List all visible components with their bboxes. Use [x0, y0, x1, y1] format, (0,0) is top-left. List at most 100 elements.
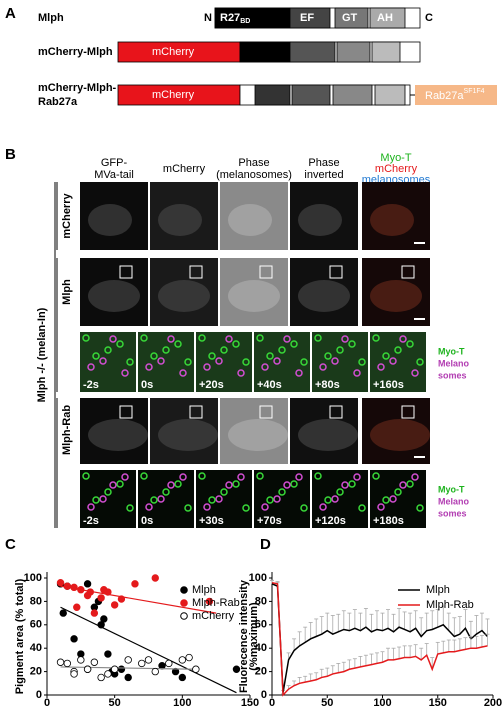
- error-bar: [424, 643, 429, 656]
- data-point: [56, 658, 65, 666]
- vesicle: [99, 357, 107, 365]
- error-bar: [391, 613, 396, 632]
- error-bar: [374, 652, 379, 664]
- roi-box: [119, 265, 133, 279]
- roi-box: [259, 265, 273, 279]
- data-point: [90, 609, 99, 617]
- vesicle: [411, 369, 419, 377]
- vesicle: [126, 504, 134, 512]
- data-point: [138, 659, 146, 668]
- error-bar: [369, 613, 374, 632]
- vesicle: [256, 472, 264, 480]
- vesicle: [242, 504, 250, 512]
- vesicle: [358, 358, 366, 366]
- vesicle: [198, 334, 206, 342]
- x-tick-label: 50: [109, 697, 121, 707]
- error-bar: [303, 626, 308, 643]
- data-point: [97, 621, 105, 629]
- vesicle: [406, 480, 414, 488]
- vesicle: [225, 481, 233, 489]
- error-bar: [380, 651, 385, 663]
- error-bar: [314, 672, 319, 680]
- vesicle: [242, 358, 250, 366]
- x-tick-label: 150: [241, 697, 259, 707]
- domain-box: [291, 84, 331, 106]
- roi-box: [401, 405, 415, 419]
- panel-label: A: [5, 5, 16, 22]
- construct-name: Rab27a: [38, 96, 78, 108]
- data-point: [151, 667, 159, 676]
- vesicle: [109, 481, 117, 489]
- group-label: Mlph -/- (melan-In): [36, 307, 48, 402]
- construct-name: mCherry-Mlph: [38, 46, 113, 58]
- data-point: [110, 665, 119, 673]
- vesicle: [203, 503, 211, 511]
- fusion-sup: SF1F4: [464, 88, 485, 95]
- y-tick-label: 20: [30, 666, 42, 678]
- timelapse-legend: somes: [438, 508, 467, 518]
- y-tick-label: 80: [30, 595, 42, 607]
- error-bar: [297, 631, 302, 646]
- legend-label: Mlph: [426, 584, 450, 596]
- timestamp: +20s: [199, 379, 224, 391]
- vesicle: [220, 488, 228, 496]
- data-point: [83, 580, 92, 588]
- domain-box: [254, 84, 291, 106]
- vesicle: [104, 488, 112, 496]
- timelapse-legend: Melano: [438, 496, 470, 506]
- vesicle: [278, 346, 286, 354]
- error-bar: [358, 612, 363, 631]
- error-bar: [325, 667, 330, 677]
- vesicle: [157, 357, 165, 365]
- timelapse-legend: Myo-T: [438, 346, 465, 356]
- vesicle: [237, 369, 245, 377]
- vesicle: [314, 334, 322, 342]
- domain-box: [371, 41, 401, 63]
- vesicle: [266, 496, 274, 504]
- domain-box: [334, 7, 369, 29]
- vesicle: [377, 363, 385, 371]
- error-bar: [369, 653, 374, 665]
- column-header: inverted: [304, 169, 343, 181]
- domain-label: GT: [342, 12, 358, 24]
- legend-label: mCherry: [192, 610, 235, 622]
- domain-sub: BD: [240, 18, 250, 25]
- vesicle: [87, 503, 95, 511]
- x-tick-label: 0: [269, 697, 275, 707]
- data-point: [178, 673, 187, 682]
- vesicle: [314, 472, 322, 480]
- vesicle: [416, 504, 424, 512]
- vesicle: [389, 357, 397, 365]
- column-header: Phase: [238, 157, 269, 169]
- data-point: [192, 665, 200, 673]
- y-tick-label: 40: [30, 642, 42, 654]
- data-point: [144, 656, 153, 664]
- vesicle: [167, 335, 175, 343]
- x-tick-label: 150: [429, 697, 447, 707]
- error-bar: [347, 612, 352, 631]
- error-bar: [347, 659, 352, 670]
- panel-label: C: [5, 536, 16, 553]
- timestamp: +40s: [257, 379, 282, 391]
- domain-label: R27BD: [220, 12, 250, 25]
- error-bar: [430, 610, 435, 630]
- error-bar: [446, 639, 451, 652]
- column-header: GFP-: [101, 157, 128, 169]
- error-bar: [391, 647, 396, 660]
- vesicle: [331, 357, 339, 365]
- vesicle: [208, 496, 216, 504]
- column-header: (melanosomes): [216, 169, 292, 181]
- vesicle: [92, 496, 100, 504]
- vesicle: [184, 358, 192, 366]
- error-bar: [474, 636, 479, 649]
- domain-label: AH: [377, 12, 393, 24]
- timestamp: 0s: [141, 515, 153, 527]
- data-point: [205, 597, 214, 606]
- error-bar: [463, 609, 468, 629]
- domain-box: [289, 41, 336, 63]
- error-bar: [463, 637, 468, 650]
- row-label: Mlph-Rab: [61, 405, 73, 455]
- domain-label: EF: [300, 12, 314, 24]
- data-point: [63, 582, 71, 590]
- vesicle: [300, 358, 308, 366]
